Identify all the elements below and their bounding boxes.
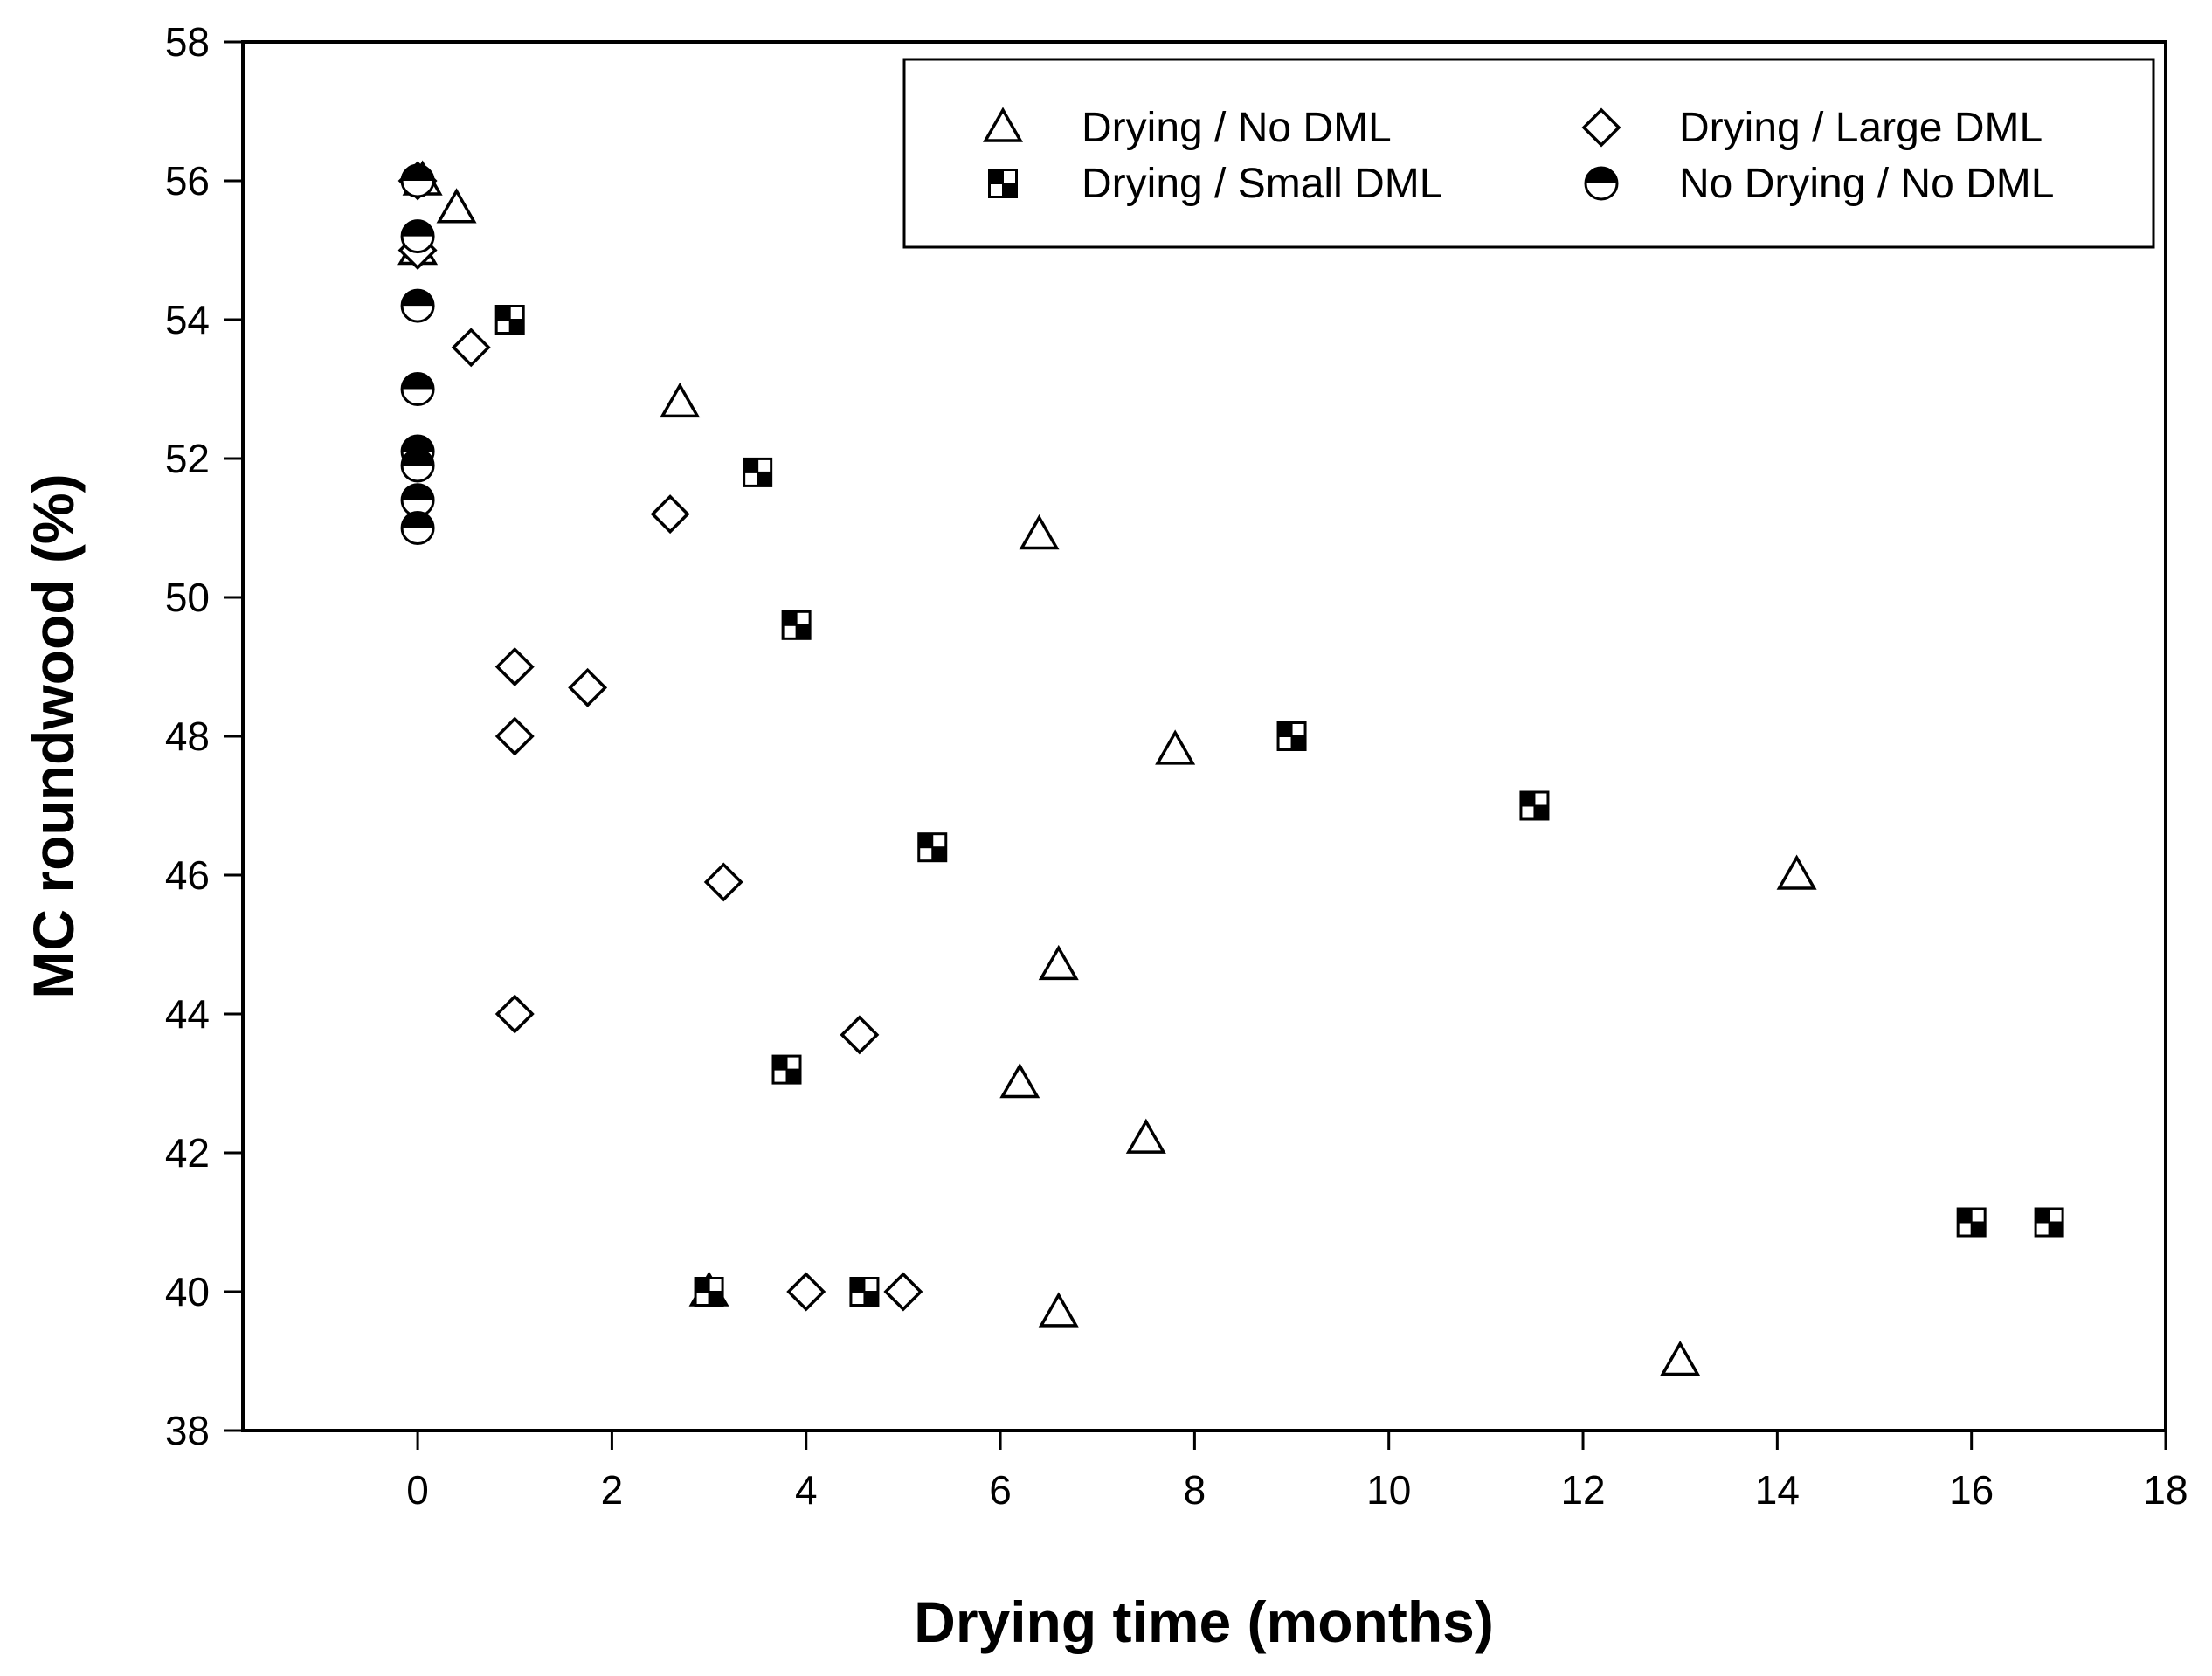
legend-label-drying-small-dml: Drying / Small DML bbox=[1082, 161, 1442, 207]
x-tick-label: 16 bbox=[1949, 1467, 1994, 1513]
legend-label-drying-no-dml: Drying / No DML bbox=[1082, 105, 1392, 151]
x-tick-label: 14 bbox=[1755, 1467, 1800, 1513]
y-tick-label: 44 bbox=[165, 991, 210, 1037]
data-point-series-3 bbox=[400, 163, 435, 198]
x-tick-label: 10 bbox=[1366, 1467, 1411, 1513]
data-point-series-2 bbox=[494, 716, 535, 756]
data-point-series-0 bbox=[660, 382, 701, 418]
x-tick-label: 12 bbox=[1560, 1467, 1605, 1513]
legend-marker-series-0 bbox=[982, 107, 1024, 142]
data-point-series-1 bbox=[917, 832, 948, 863]
data-point-series-0 bbox=[1038, 944, 1079, 981]
data-point-series-2 bbox=[786, 1272, 826, 1312]
data-point-series-0 bbox=[1038, 1292, 1079, 1328]
data-point-series-2 bbox=[494, 647, 535, 686]
x-axis: 0 2 4 6 8 10 12 14 16 18 bbox=[406, 1431, 2188, 1513]
x-tick-label: 18 bbox=[2143, 1467, 2188, 1513]
data-point-series-2 bbox=[494, 994, 535, 1034]
x-tick-label: 8 bbox=[1184, 1467, 1206, 1513]
y-tick-label: 58 bbox=[165, 19, 210, 65]
legend-label-no-drying-no-dml: No Drying / No DML bbox=[1679, 161, 2054, 207]
data-point-series-1 bbox=[781, 610, 812, 640]
data-point-series-3 bbox=[400, 448, 435, 483]
data-point-series-0 bbox=[1019, 514, 1060, 550]
data-point-series-2 bbox=[840, 1015, 880, 1055]
data-point-series-0 bbox=[1660, 1340, 1701, 1376]
x-tick-label: 4 bbox=[795, 1467, 818, 1513]
data-point-series-0 bbox=[1155, 729, 1196, 765]
y-tick-label: 40 bbox=[165, 1269, 210, 1314]
x-tick-label: 6 bbox=[989, 1467, 1012, 1513]
y-tick-label: 52 bbox=[165, 436, 210, 481]
data-point-series-3 bbox=[400, 483, 435, 518]
data-point-series-3 bbox=[400, 288, 435, 323]
data-point-series-1 bbox=[494, 305, 525, 335]
data-point-series-2 bbox=[650, 494, 690, 535]
x-tick-label: 2 bbox=[601, 1467, 624, 1513]
y-tick-label: 46 bbox=[165, 852, 210, 898]
x-axis-title: Drying time (months) bbox=[914, 1590, 1494, 1654]
data-point-series-1 bbox=[1276, 721, 1307, 751]
y-tick-label: 42 bbox=[165, 1130, 210, 1176]
legend: Drying / No DML Drying / Small DML Dryin… bbox=[902, 58, 2155, 249]
data-point-series-2 bbox=[568, 667, 608, 707]
data-point-series-1 bbox=[1956, 1207, 1987, 1238]
y-axis-title: MC roundwood (%) bbox=[21, 473, 86, 998]
data-point-series-1 bbox=[2034, 1207, 2064, 1238]
y-axis: 38 40 42 44 46 48 50 52 54 56 58 bbox=[165, 19, 243, 1453]
data-point-series-1 bbox=[743, 457, 773, 487]
data-point-series-2 bbox=[883, 1272, 923, 1312]
data-point-series-3 bbox=[400, 511, 435, 545]
y-tick-label: 38 bbox=[165, 1408, 210, 1453]
x-tick-label: 0 bbox=[406, 1467, 429, 1513]
data-point-series-3 bbox=[400, 219, 435, 254]
legend-markers bbox=[982, 107, 1621, 201]
legend-marker-series-2 bbox=[1581, 107, 1621, 148]
data-point-series-2 bbox=[703, 862, 743, 902]
data-point-series-0 bbox=[1776, 854, 1817, 890]
data-point-series-1 bbox=[849, 1277, 880, 1307]
legend-box bbox=[902, 58, 2155, 249]
y-tick-label: 50 bbox=[165, 575, 210, 620]
legend-marker-series-3 bbox=[1584, 166, 1619, 201]
legend-marker-series-1 bbox=[988, 169, 1018, 198]
data-point-series-0 bbox=[1125, 1118, 1166, 1154]
y-tick-label: 54 bbox=[165, 297, 210, 342]
data-point-series-1 bbox=[1519, 790, 1550, 821]
data-point-series-1 bbox=[694, 1277, 724, 1307]
data-point-series-2 bbox=[451, 328, 491, 368]
y-tick-label: 56 bbox=[165, 158, 210, 203]
y-tick-label: 48 bbox=[165, 714, 210, 759]
legend-label-drying-large-dml: Drying / Large DML bbox=[1679, 105, 2043, 151]
data-point-series-3 bbox=[400, 372, 435, 406]
data-point-series-0 bbox=[999, 1062, 1040, 1099]
data-points bbox=[397, 160, 2064, 1376]
data-point-series-1 bbox=[771, 1054, 802, 1085]
data-point-series-0 bbox=[436, 188, 477, 224]
